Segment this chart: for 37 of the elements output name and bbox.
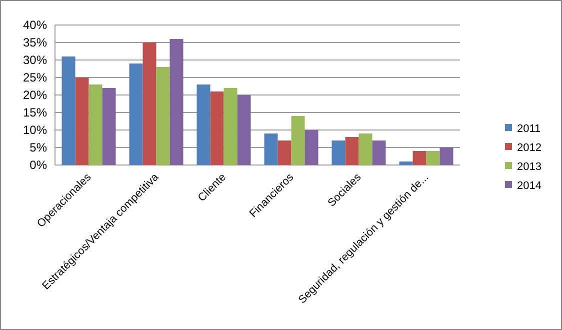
legend-label: 2012 <box>517 142 542 154</box>
bar <box>345 137 359 165</box>
bar <box>210 92 224 165</box>
bar <box>62 56 76 165</box>
y-tick-label: 15% <box>22 106 48 120</box>
bar <box>412 151 426 165</box>
bar <box>170 39 184 165</box>
y-tick-label: 30% <box>22 53 48 68</box>
y-tick-label: 20% <box>22 88 48 102</box>
y-tick-label: 0% <box>30 158 48 172</box>
bar <box>264 134 278 165</box>
y-tick-label: 5% <box>30 140 48 155</box>
bar <box>358 134 372 165</box>
legend-label: 2013 <box>517 160 542 173</box>
bar <box>129 64 143 165</box>
bar <box>332 140 346 165</box>
y-tick-label: 25% <box>22 70 48 85</box>
y-tick-label: 40% <box>22 18 48 32</box>
bar <box>440 148 454 165</box>
y-tick-label: 35% <box>22 36 48 50</box>
bar <box>102 88 116 165</box>
bar <box>142 42 156 165</box>
bar <box>75 78 89 165</box>
legend-label: 2011 <box>517 122 541 135</box>
bar <box>278 140 292 165</box>
bar <box>304 130 318 165</box>
bar <box>372 140 386 165</box>
y-tick-label: 10% <box>22 123 48 138</box>
legend-label: 2014 <box>517 180 542 192</box>
bar <box>224 88 238 165</box>
bar <box>237 95 251 165</box>
bar <box>156 67 170 165</box>
bar <box>426 151 440 165</box>
bar <box>196 84 210 165</box>
bar <box>399 162 413 165</box>
bar <box>88 84 102 165</box>
bar <box>291 116 305 165</box>
